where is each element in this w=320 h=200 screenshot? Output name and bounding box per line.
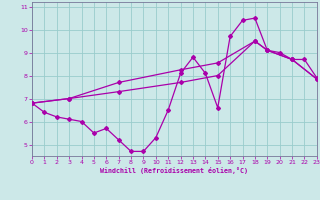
X-axis label: Windchill (Refroidissement éolien,°C): Windchill (Refroidissement éolien,°C) (100, 167, 248, 174)
